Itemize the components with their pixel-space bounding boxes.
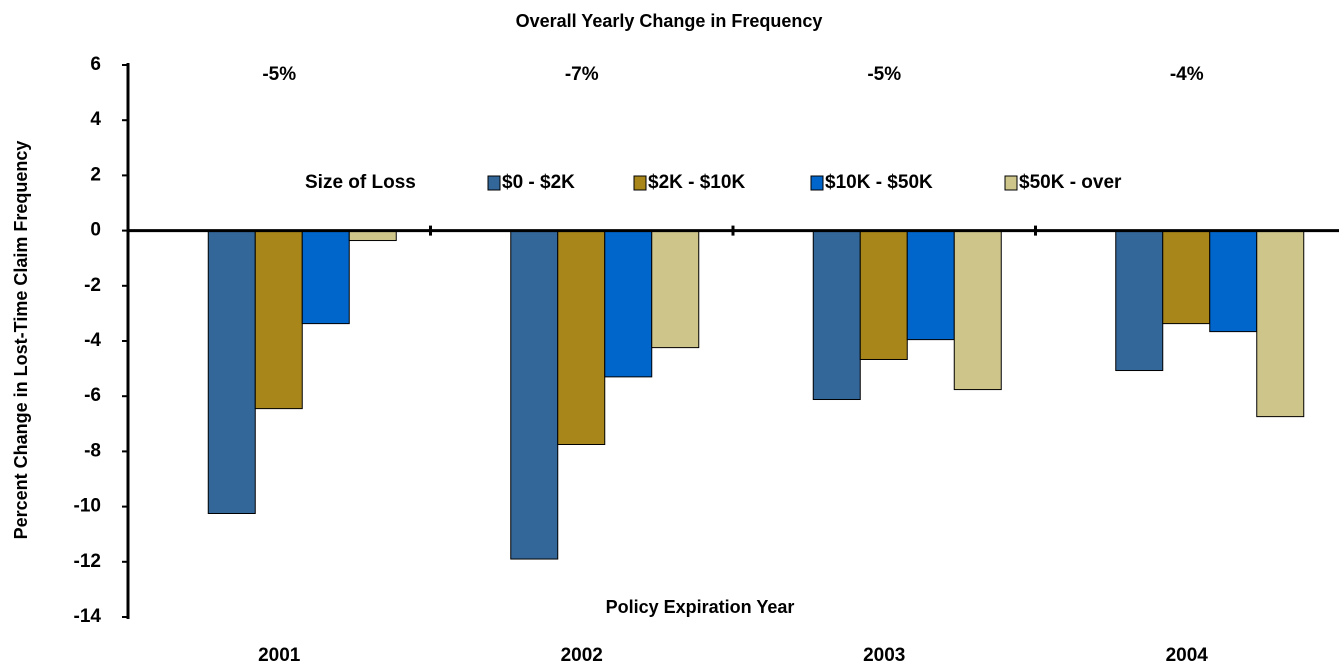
chart-subtitle: Overall Yearly Change in Frequency xyxy=(516,11,823,31)
bar xyxy=(510,230,559,560)
x-tick-label: 2003 xyxy=(863,645,905,666)
y-tick-label: -12 xyxy=(74,551,101,572)
x-tick-label: 2002 xyxy=(561,645,603,666)
legend-swatch xyxy=(810,175,824,191)
bar xyxy=(906,230,955,341)
legend-label: $2K - $10K xyxy=(648,172,745,193)
bar xyxy=(557,230,606,445)
bar xyxy=(651,230,700,349)
bar xyxy=(953,230,1002,391)
legend-label: $0 - $2K xyxy=(502,172,575,193)
y-tick-label: 2 xyxy=(90,164,101,185)
annotation: -5% xyxy=(262,64,296,85)
bar xyxy=(301,230,350,325)
y-tick-label: -4 xyxy=(84,330,101,351)
annotation: -7% xyxy=(565,64,599,85)
y-axis-label: Percent Change in Lost-Time Claim Freque… xyxy=(11,141,31,540)
y-tick-label: -8 xyxy=(84,440,101,461)
bar xyxy=(1115,230,1164,372)
bar xyxy=(1162,230,1211,325)
bar xyxy=(254,230,303,410)
annotation: -4% xyxy=(1170,64,1204,85)
bar xyxy=(812,230,861,401)
y-tick-label: 0 xyxy=(90,220,101,241)
legend-swatch xyxy=(1004,175,1018,191)
bar xyxy=(604,230,653,378)
bar xyxy=(1256,230,1305,418)
x-axis-label: Policy Expiration Year xyxy=(606,597,795,617)
y-tick-label: -14 xyxy=(74,606,102,627)
bar xyxy=(207,230,256,514)
legend-label: $50K - over xyxy=(1019,172,1122,193)
legend-title: Size of Loss xyxy=(305,172,416,193)
x-tick-label: 2001 xyxy=(258,645,301,666)
legend-swatch xyxy=(487,175,501,191)
y-tick-label: -10 xyxy=(74,496,101,517)
bar xyxy=(859,230,908,360)
bar xyxy=(1209,230,1258,333)
y-tick-label: -2 xyxy=(84,275,101,296)
y-tick-label: -6 xyxy=(84,385,101,406)
annotation: -5% xyxy=(867,64,901,85)
legend-label: $10K - $50K xyxy=(825,172,933,193)
legend-swatch xyxy=(633,175,647,191)
y-tick-label: 4 xyxy=(90,109,101,130)
y-tick-label: 6 xyxy=(90,54,101,75)
x-tick-label: 2004 xyxy=(1166,645,1209,666)
